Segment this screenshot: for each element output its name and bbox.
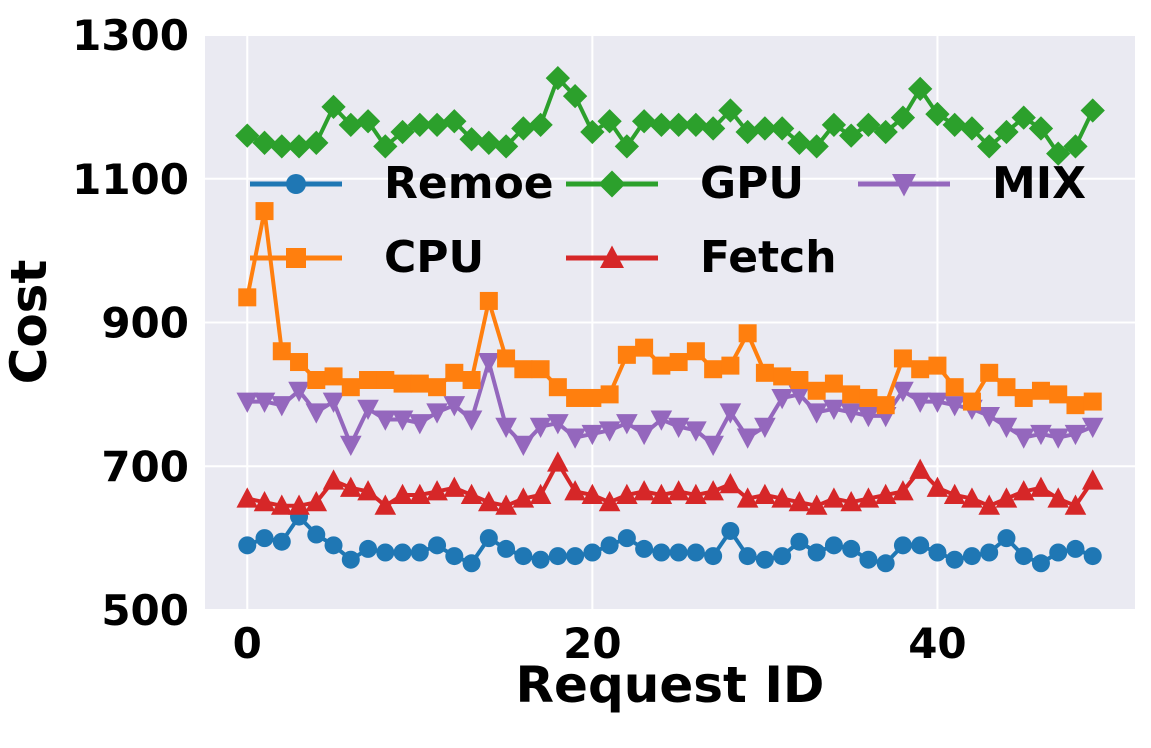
series-mix-markers [236, 353, 1104, 456]
series-fetch [236, 451, 1104, 515]
series-gpu-markers [235, 65, 1105, 166]
legend: Remoe GPU MIX CPU Fetch [248, 162, 1086, 280]
legend-item-mix: MIX [856, 162, 1086, 206]
legend-key-mix [858, 174, 950, 197]
series-cpu-markers [238, 202, 1102, 415]
legend-item-remoe: Remoe [248, 162, 564, 206]
y-tick-label: 1100 [72, 155, 189, 204]
x-tick-label: 20 [563, 619, 621, 668]
y-tick-label: 1300 [72, 11, 189, 60]
y-tick-label: 700 [101, 442, 189, 491]
tick-labels: 500 700 900 1100 1300 0 20 40 [72, 11, 967, 668]
legend-label-remoe: Remoe [384, 158, 554, 209]
series-gpu [235, 65, 1105, 166]
x-axis-title: Request ID [515, 656, 825, 714]
legend-label-mix: MIX [992, 158, 1087, 209]
legend-label-cpu: CPU [384, 232, 485, 283]
legend-key-cpu [250, 248, 342, 268]
series-cpu [238, 202, 1102, 415]
series-remoe [238, 507, 1102, 573]
legend-label-fetch: Fetch [700, 232, 837, 283]
y-tick-label: 500 [101, 586, 189, 635]
legend-item-fetch: Fetch [564, 236, 856, 280]
legend-key-fetch [566, 245, 658, 268]
series-remoe-markers [238, 507, 1102, 573]
series-mix [236, 353, 1104, 456]
y-axis-title: Cost [0, 259, 58, 385]
legend-key-gpu [566, 170, 658, 198]
series-fetch-markers [236, 451, 1104, 515]
legend-item-gpu: GPU [564, 162, 856, 206]
y-tick-label: 900 [101, 299, 189, 348]
x-tick-label: 40 [908, 619, 966, 668]
legend-key-remoe [250, 174, 342, 194]
legend-label-gpu: GPU [700, 158, 805, 209]
gridlines [205, 34, 1135, 611]
x-tick-label: 0 [233, 619, 262, 668]
legend-item-cpu: CPU [248, 236, 564, 280]
